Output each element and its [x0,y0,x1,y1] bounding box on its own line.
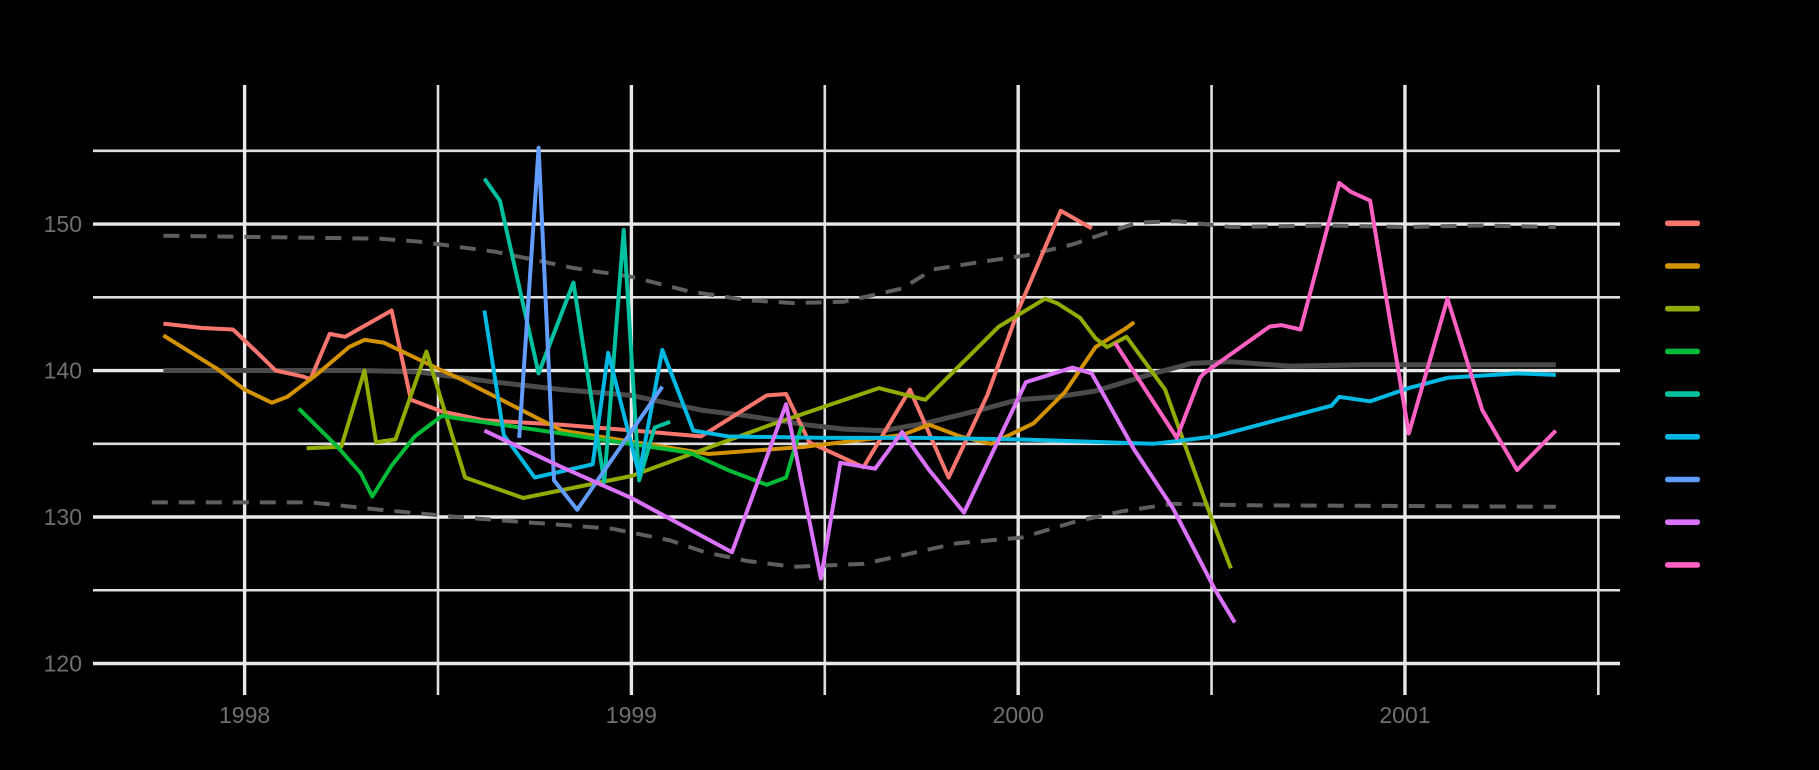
legend-swatch-olive [1665,305,1700,312]
legend-swatch-cyan [1665,434,1700,440]
legend-swatch-green [1665,348,1700,355]
interval-lower [151,500,1556,569]
series-3-olive [306,296,1233,570]
series-1-salmon [163,208,1093,480]
y-axis-tick-label: 140 [44,358,82,384]
y-axis-tick-label: 130 [44,504,82,530]
legend-swatch-magenta [1665,562,1700,568]
series-9-magenta [1113,181,1558,473]
legend-swatch-blue [1665,476,1700,483]
legend-swatch-salmon [1665,220,1700,227]
series-2-orange [162,320,1136,456]
y-axis-tick-label: 150 [44,211,82,237]
series-5-teal [482,177,671,484]
series-7-blue [517,145,664,512]
interval-upper [163,219,1556,306]
legend-swatch-orange [1665,263,1700,269]
legend-swatch-teal [1665,391,1700,397]
series-6-cyan [482,310,1556,480]
series-4-green [297,407,804,499]
x-axis-tick-label: 2000 [993,702,1044,728]
series-8-orchid [483,365,1237,624]
x-axis-tick-label: 1998 [219,702,270,728]
legend-swatch-orchid [1665,519,1700,525]
x-axis-tick-label: 2001 [1379,702,1430,728]
y-axis-tick-label: 120 [44,651,82,677]
x-axis-tick-label: 1999 [606,702,657,728]
